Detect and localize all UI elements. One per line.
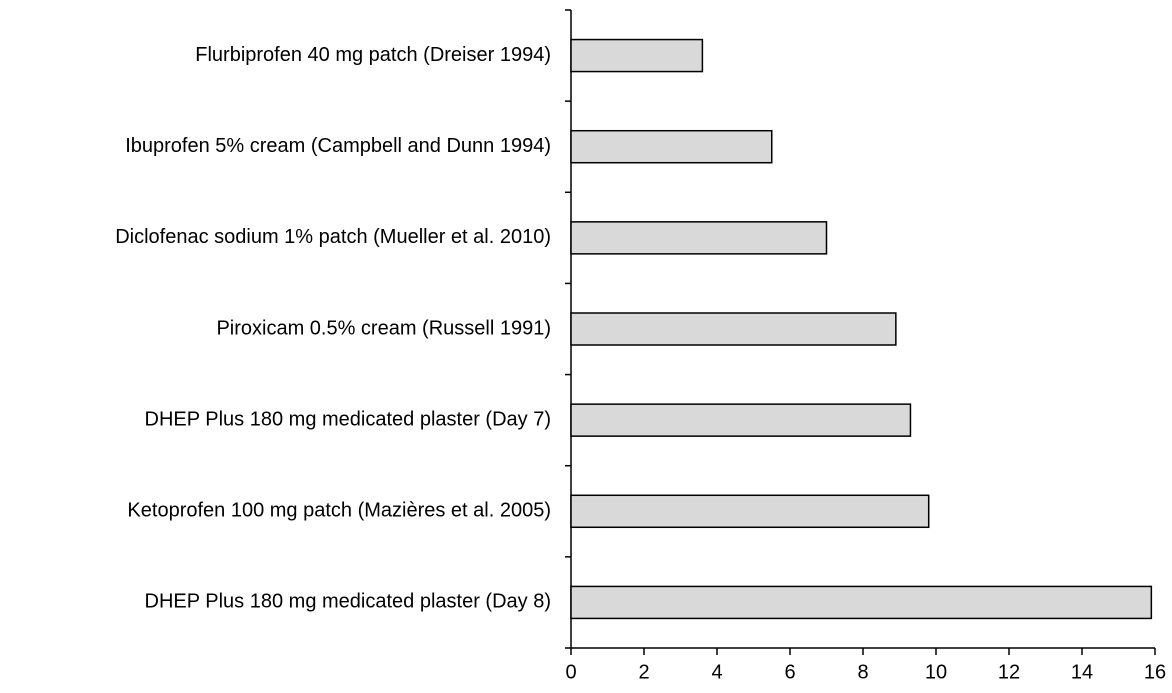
- bar: [570, 312, 897, 346]
- x-tick-label: 10: [925, 661, 947, 683]
- y-tick-label: Flurbiprofen 40 mg patch (Dreiser 1994): [195, 44, 551, 66]
- x-tick-label: 4: [711, 661, 722, 683]
- y-tick-label: DHEP Plus 180 mg medicated plaster (Day …: [145, 591, 551, 613]
- x-tick-label: 6: [784, 661, 795, 683]
- x-tick-label: 0: [565, 661, 576, 683]
- y-tick-label: Diclofenac sodium 1% patch (Mueller et a…: [115, 226, 551, 248]
- y-tick-label: Ibuprofen 5% cream (Campbell and Dunn 19…: [125, 135, 551, 157]
- bar: [570, 221, 828, 255]
- x-tick-label: 14: [1071, 661, 1093, 683]
- y-tick-label: DHEP Plus 180 mg medicated plaster (Day …: [145, 408, 551, 430]
- bar: [570, 129, 773, 164]
- x-tick-label: 12: [998, 661, 1020, 683]
- y-tick-label: Piroxicam 0.5% cream (Russell 1991): [216, 317, 551, 339]
- bar: [570, 494, 930, 529]
- x-tick-label: 8: [857, 661, 868, 683]
- bar: [570, 38, 704, 73]
- y-tick-label: Ketoprofen 100 mg patch (Mazières et al.…: [127, 500, 551, 522]
- x-tick-label: 16: [1144, 661, 1166, 683]
- bar: [570, 585, 1153, 620]
- bar: [570, 403, 912, 437]
- x-tick-label: 2: [638, 661, 649, 683]
